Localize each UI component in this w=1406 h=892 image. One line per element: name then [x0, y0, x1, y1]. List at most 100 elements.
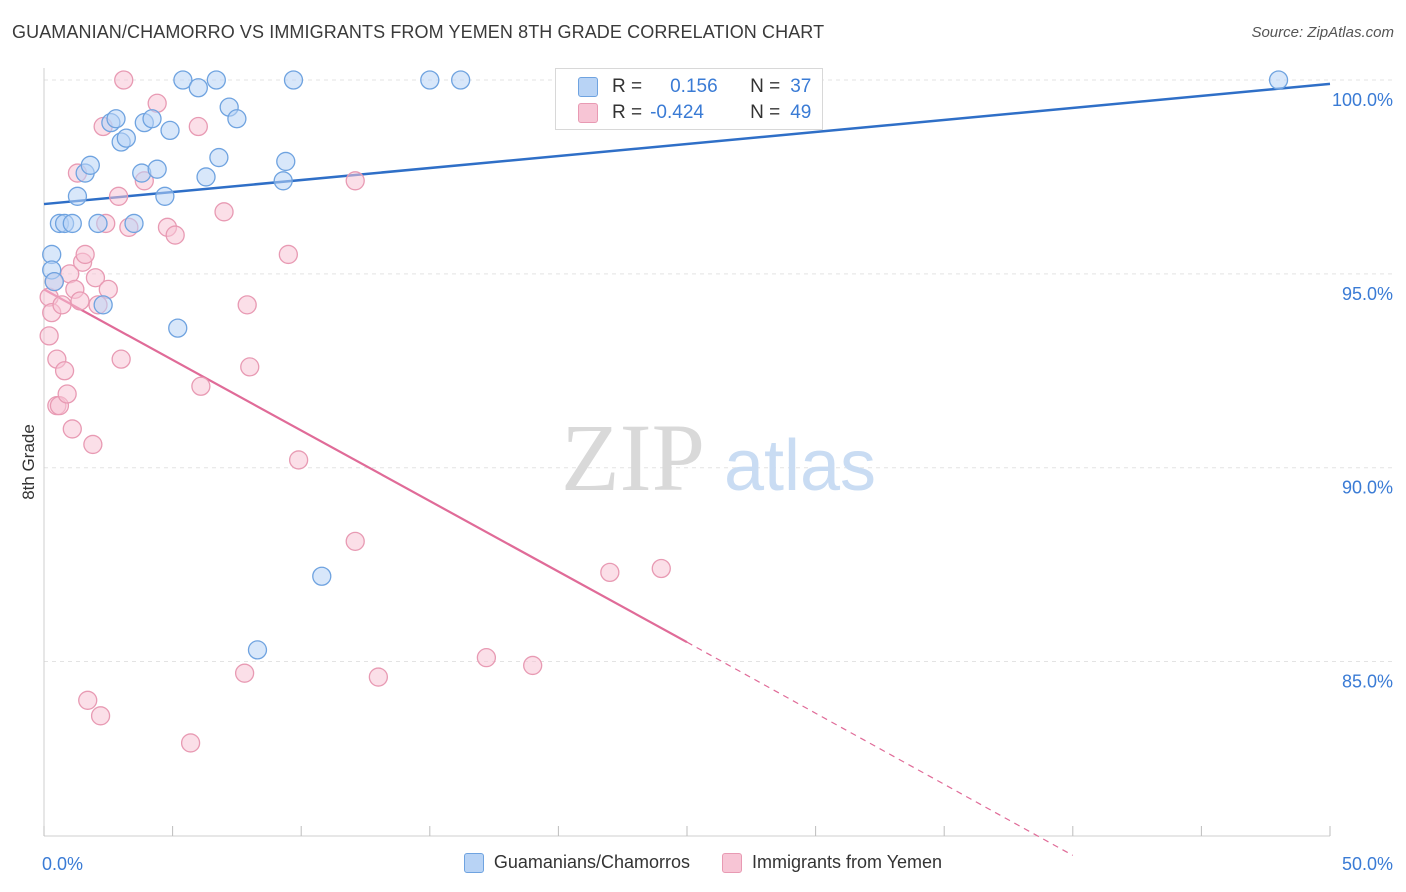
point-guamanians[interactable]	[206, 70, 226, 90]
n-value: 37	[790, 76, 812, 97]
point-guamanians[interactable]	[147, 159, 167, 179]
point-yemen[interactable]	[237, 295, 257, 315]
point-guamanians[interactable]	[168, 318, 188, 338]
point-guamanians[interactable]	[1268, 70, 1289, 90]
point-guamanians[interactable]	[227, 109, 247, 129]
point-yemen[interactable]	[240, 357, 260, 377]
blue-swatch	[578, 77, 598, 97]
trend-line-yemen	[43, 288, 688, 644]
point-guamanians[interactable]	[283, 70, 304, 90]
point-yemen[interactable]	[39, 326, 59, 346]
point-yemen[interactable]	[78, 690, 98, 710]
point-guamanians[interactable]	[420, 70, 440, 90]
point-yemen[interactable]	[83, 434, 103, 455]
point-guamanians[interactable]	[209, 147, 229, 168]
point-yemen[interactable]	[600, 562, 620, 583]
point-yemen[interactable]	[345, 171, 365, 191]
y-tick-labels: 85.0% 90.0% 95.0% 100.0%	[1332, 90, 1393, 692]
point-yemen[interactable]	[111, 349, 131, 369]
trend-line-guamanians	[43, 82, 1331, 206]
point-yemen[interactable]	[234, 663, 255, 683]
point-guamanians[interactable]	[116, 128, 136, 148]
legend-item-guamanians[interactable]: Guamanians/Chamorros	[463, 852, 690, 873]
y-tick-label: 85.0%	[1342, 672, 1393, 692]
legend-label: Guamanians/Chamorros	[493, 852, 690, 872]
point-guamanians[interactable]	[44, 271, 64, 292]
trend-lines	[43, 82, 1331, 856]
x-tick-label: 50.0%	[1342, 854, 1393, 874]
point-yemen[interactable]	[75, 244, 95, 265]
legend-item-yemen[interactable]: Immigrants from Yemen	[722, 852, 942, 873]
point-guamanians[interactable]	[196, 167, 216, 187]
point-yemen[interactable]	[476, 648, 497, 668]
point-guamanians[interactable]	[124, 213, 144, 234]
n-label: N =	[750, 76, 781, 97]
point-yemen[interactable]	[62, 419, 82, 439]
source-label: Source: ZipAtlas.com	[1251, 24, 1394, 41]
y-tick-label: 100.0%	[1332, 90, 1393, 110]
r-value: 0.156	[670, 76, 718, 97]
point-yemen[interactable]	[52, 295, 72, 315]
point-yemen[interactable]	[85, 268, 106, 288]
r-label: R =	[612, 76, 643, 97]
blue-swatch	[463, 852, 484, 873]
axes	[43, 68, 1331, 837]
point-guamanians[interactable]	[276, 151, 296, 172]
point-yemen[interactable]	[180, 733, 201, 753]
n-label: N =	[750, 102, 781, 123]
point-guamanians[interactable]	[62, 213, 82, 234]
pink-swatch	[578, 103, 598, 123]
point-guamanians[interactable]	[312, 566, 332, 586]
pink-swatch	[722, 852, 742, 873]
point-yemen[interactable]	[288, 450, 309, 470]
point-guamanians[interactable]	[142, 109, 162, 129]
trend-line-yemen-extrapolated	[686, 641, 1074, 856]
point-yemen[interactable]	[345, 531, 365, 552]
stats-legend: R = 0.156 N = 37 R = -0.424 N = 49	[555, 68, 823, 130]
watermark: ZIP atlas	[561, 404, 876, 511]
chart-title: GUAMANIAN/CHAMORRO VS IMMIGRANTS FROM YE…	[12, 22, 825, 42]
x-tick-labels: 0.0% 50.0%	[42, 854, 1393, 874]
grid-lines	[44, 79, 1392, 663]
point-guamanians[interactable]	[88, 213, 108, 234]
point-guamanians[interactable]	[93, 295, 113, 315]
r-label: R =	[612, 102, 643, 123]
point-guamanians[interactable]	[451, 70, 471, 90]
point-yemen[interactable]	[54, 361, 75, 381]
point-yemen[interactable]	[90, 706, 111, 726]
r-value: -0.424	[650, 102, 704, 123]
n-value: 49	[790, 102, 812, 123]
point-guamanians[interactable]	[273, 171, 293, 191]
point-yemen[interactable]	[278, 244, 298, 265]
point-yemen[interactable]	[114, 70, 134, 90]
point-guamanians[interactable]	[188, 78, 208, 98]
series-legend: Guamanians/Chamorros Immigrants from Yem…	[0, 852, 1406, 873]
watermark-atlas: atlas	[724, 426, 876, 506]
point-guamanians[interactable]	[155, 186, 175, 206]
point-yemen[interactable]	[214, 202, 234, 222]
point-guamanians[interactable]	[160, 120, 180, 141]
y-tick-label: 90.0%	[1342, 478, 1393, 498]
point-yemen[interactable]	[523, 655, 543, 676]
point-yemen[interactable]	[165, 225, 185, 245]
watermark-zip: ZIP	[561, 404, 705, 511]
point-yemen[interactable]	[188, 116, 208, 137]
point-yemen[interactable]	[191, 376, 211, 396]
point-yemen[interactable]	[651, 558, 671, 579]
point-yemen[interactable]	[70, 291, 90, 311]
x-tick-label: 0.0%	[42, 854, 83, 874]
point-guamanians[interactable]	[173, 70, 193, 90]
y-axis-label: 8th Grade	[19, 424, 38, 500]
point-guamanians[interactable]	[106, 109, 126, 129]
point-guamanians[interactable]	[247, 640, 268, 660]
point-yemen[interactable]	[57, 384, 77, 404]
point-guamanians[interactable]	[80, 155, 100, 175]
point-yemen[interactable]	[108, 186, 129, 206]
stats-row-pink: R = -0.424 N = 49	[578, 101, 811, 125]
y-tick-label: 95.0%	[1342, 284, 1393, 304]
point-yemen[interactable]	[368, 667, 389, 687]
point-guamanians[interactable]	[67, 186, 88, 206]
legend-label: Immigrants from Yemen	[752, 852, 943, 872]
data-points	[39, 70, 1289, 753]
